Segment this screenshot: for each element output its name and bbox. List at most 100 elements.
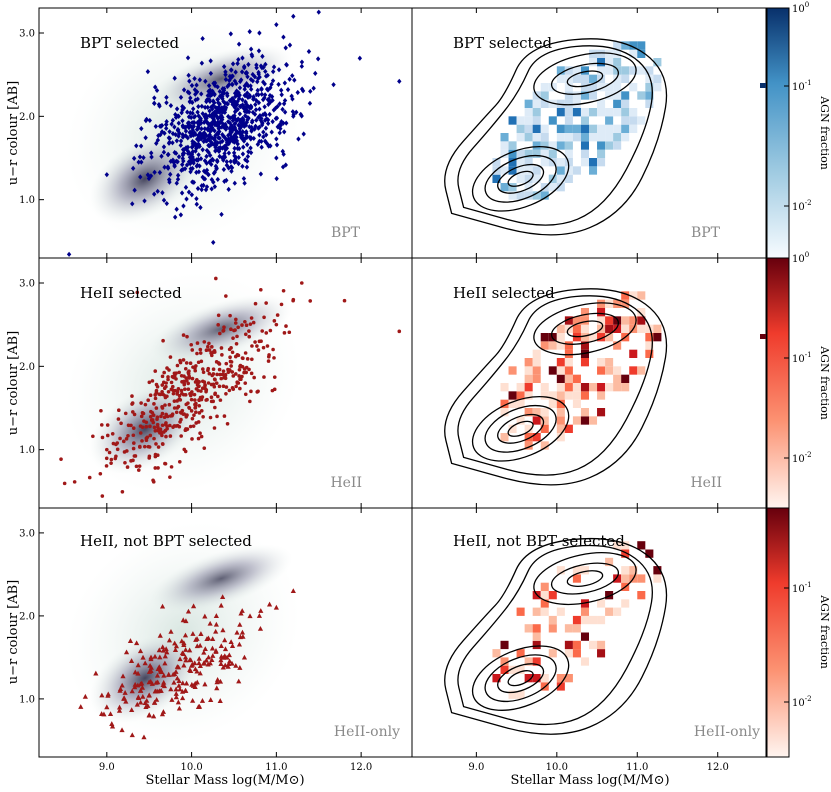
heat-bin [580, 358, 589, 367]
data-point [208, 58, 213, 64]
axis-ticks-1-1 [475, 258, 719, 508]
data-point [142, 444, 147, 449]
contour-ring [507, 420, 534, 437]
data-point [165, 164, 171, 170]
heat-bin [556, 433, 565, 442]
data-point [190, 131, 196, 137]
data-point [122, 450, 127, 454]
heat-bin [556, 141, 565, 150]
data-point [180, 132, 185, 138]
data-point [160, 190, 165, 196]
data-point [256, 348, 261, 352]
contour-ring [484, 154, 557, 203]
heat-bin [548, 341, 557, 350]
data-point [131, 446, 136, 451]
density-blob [149, 44, 293, 114]
data-point [160, 709, 167, 714]
data-point [186, 159, 192, 165]
data-point [247, 367, 251, 372]
data-point [217, 384, 222, 389]
data-point [238, 610, 244, 616]
data-point [223, 69, 228, 75]
data-point [185, 109, 190, 115]
data-point [168, 686, 174, 692]
ytick-label: 3.0 [19, 279, 35, 290]
data-point [244, 129, 249, 135]
data-point [149, 154, 154, 160]
heat-bin [572, 316, 581, 325]
data-point [283, 45, 288, 51]
data-point [146, 398, 150, 403]
data-point [244, 109, 250, 115]
data-point [126, 433, 130, 438]
data-point [204, 153, 209, 159]
data-point [244, 119, 250, 125]
heat-bin [621, 116, 630, 125]
data-point [234, 384, 238, 389]
data-point [256, 48, 262, 54]
data-point [201, 367, 205, 371]
data-point [245, 74, 250, 80]
data-point [216, 313, 221, 318]
heat-bin [629, 349, 638, 358]
data-point [207, 660, 213, 666]
data-point [139, 159, 144, 165]
data-point [169, 697, 175, 702]
data-point [216, 323, 220, 327]
heat-bin [532, 657, 541, 666]
data-point [181, 333, 186, 337]
heat-bin [629, 41, 638, 50]
data-point [267, 99, 273, 105]
ytick-label: 2.0 [19, 611, 35, 622]
data-point [244, 323, 249, 328]
data-point [274, 176, 279, 182]
data-point [249, 371, 254, 376]
data-point [221, 369, 226, 373]
data-point [277, 101, 282, 107]
data-point [140, 693, 146, 699]
data-point [261, 345, 266, 350]
heat-bin [556, 682, 565, 691]
data-point [230, 350, 235, 355]
heat-bin [556, 607, 565, 616]
data-point [181, 412, 186, 416]
data-point [238, 364, 242, 369]
data-point [138, 424, 143, 428]
heat-bin [564, 366, 573, 375]
data-point [266, 601, 273, 607]
data-point [174, 180, 179, 186]
data-point [221, 90, 227, 96]
heat-bin [556, 66, 565, 75]
data-point [235, 381, 240, 385]
data-point [249, 124, 254, 130]
data-point [218, 643, 224, 649]
data-point [237, 634, 243, 640]
data-point [180, 391, 184, 396]
data-point [240, 374, 244, 379]
heat-bin [516, 149, 525, 158]
contours-1 [444, 288, 668, 486]
data-point [357, 55, 363, 61]
data-point [124, 436, 129, 441]
heat-bin [580, 566, 589, 575]
data-point [158, 431, 162, 435]
data-point [236, 154, 241, 161]
data-point [285, 87, 291, 93]
heat-bin [580, 607, 589, 616]
data-point [156, 425, 160, 429]
heat-bin [653, 74, 662, 83]
data-point [216, 126, 221, 132]
data-point [179, 190, 185, 196]
data-point [243, 332, 248, 337]
data-point [246, 149, 251, 155]
contour-ring [497, 163, 545, 194]
data-point [154, 442, 158, 446]
data-point [295, 89, 300, 96]
data-point [255, 87, 260, 93]
data-point [137, 464, 142, 468]
data-point [144, 424, 149, 429]
data-point [264, 116, 269, 122]
data-point [154, 672, 161, 678]
data-point [274, 155, 279, 161]
data-point [240, 163, 245, 169]
